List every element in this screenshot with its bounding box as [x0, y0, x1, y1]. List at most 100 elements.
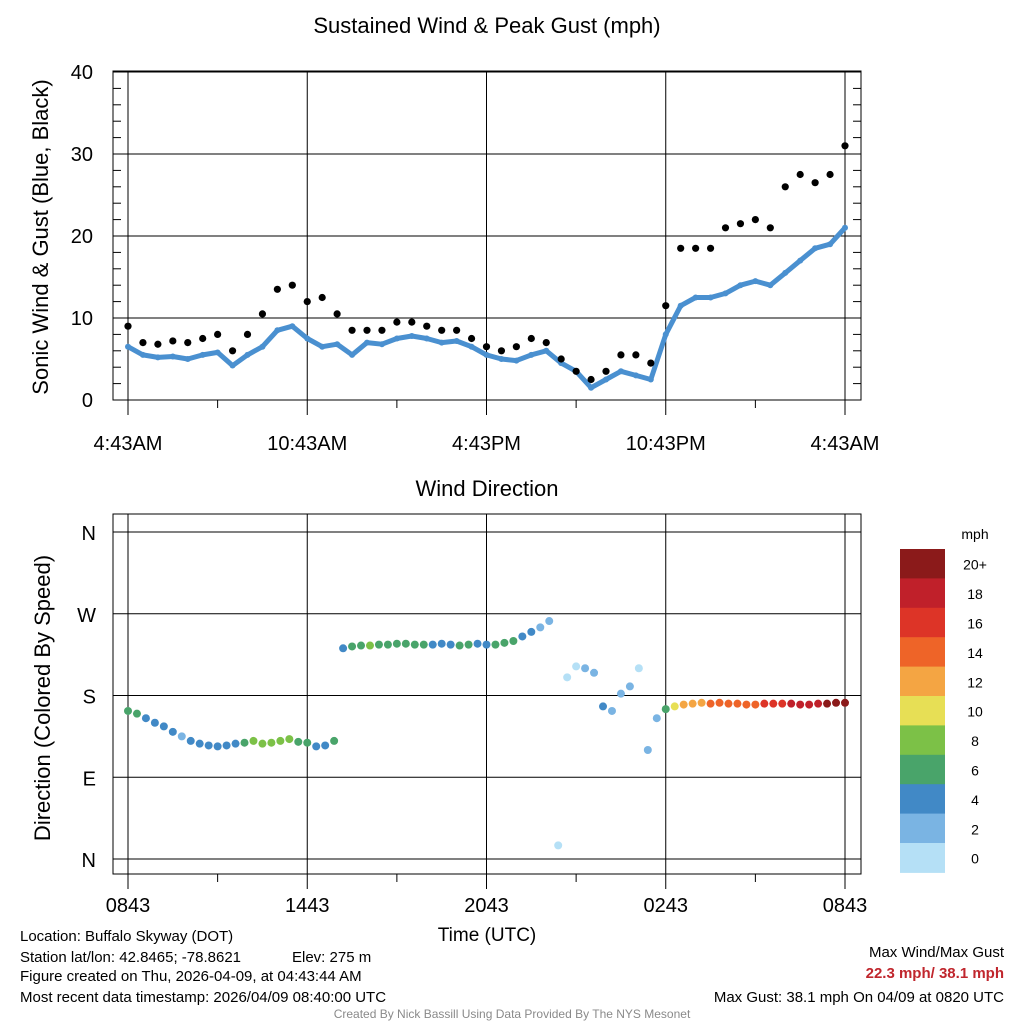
max-gust-time: Max Gust: 38.1 mph On 04/09 at 0820 UTC	[713, 989, 1004, 1006]
sustained-wind-point	[125, 343, 131, 350]
peak-gust-point	[527, 334, 535, 343]
colorbar-labels: 20+ 18 16 14 12 10 8 6 4 2 0	[963, 557, 987, 867]
peak-gust-point	[572, 367, 580, 375]
sustained-wind-point	[483, 351, 490, 358]
colorbar-label: 16	[967, 616, 983, 632]
direction-point	[204, 741, 213, 750]
direction-point	[796, 700, 805, 709]
peak-gust-point	[139, 339, 147, 347]
peak-gust-point	[781, 183, 789, 191]
peak-gust-point	[333, 310, 341, 318]
direction-point	[652, 714, 661, 723]
direction-point	[267, 738, 276, 747]
direction-point	[473, 639, 482, 648]
peak-gust-point	[662, 302, 670, 310]
sustained-wind-point	[349, 351, 356, 358]
direction-point	[518, 632, 527, 641]
peak-gust-point	[243, 330, 252, 338]
peak-gust-point	[453, 326, 461, 334]
peak-gust-point	[647, 359, 655, 367]
direction-point	[563, 673, 572, 682]
peak-gust-point	[393, 318, 401, 326]
colorbar-label: 10	[967, 704, 983, 720]
direction-point	[733, 699, 742, 708]
direction-point	[607, 706, 616, 715]
colorbar-swatch	[900, 578, 945, 609]
direction-point	[222, 741, 231, 750]
peak-gust-point	[512, 343, 520, 351]
sustained-wind-point	[423, 335, 430, 342]
peak-gust-point	[587, 375, 595, 384]
direction-point	[186, 736, 195, 745]
direction-point	[715, 698, 724, 707]
wind-gust-ytick-labels: 0 10 20 30 40	[71, 62, 93, 412]
peak-gust-point	[214, 330, 222, 338]
direction-point	[195, 739, 204, 748]
sustained-wind-point	[797, 257, 804, 264]
bottom-xtick-label: 1443	[285, 895, 330, 917]
wind-direction-grid	[113, 514, 861, 874]
sustained-wind-point	[692, 294, 699, 301]
colorbar-swatch	[900, 549, 945, 579]
peak-gust-point	[826, 170, 834, 179]
peak-gust-point	[378, 326, 386, 334]
sustained-wind-point	[588, 384, 595, 391]
direction-point	[679, 700, 688, 709]
direction-point	[285, 735, 294, 744]
sustained-wind-point	[214, 349, 221, 356]
top-xtick-label: 4:43AM	[811, 433, 880, 455]
peak-gust-point	[169, 337, 177, 345]
peak-gust-point	[706, 244, 715, 252]
direction-point	[634, 664, 643, 673]
sustained-wind-point	[154, 354, 161, 361]
peak-gust-point	[273, 285, 281, 293]
colorbar-label: 8	[971, 733, 979, 749]
wind-direction-ticks	[127, 874, 846, 889]
colorbar-swatch	[900, 637, 945, 668]
direction-point	[482, 640, 491, 649]
recent-timestamp: Most recent data timestamp: 2026/04/09 0…	[20, 989, 387, 1006]
direction-point	[760, 699, 769, 708]
wind-direction-xtick-labels: 0843 1443 2043 0243 0843	[106, 895, 868, 917]
colorbar-unit: mph	[961, 526, 988, 542]
peak-gust-point	[288, 281, 296, 289]
colorbar-swatch	[900, 725, 945, 756]
peak-gust-point	[303, 298, 311, 306]
direction-point	[276, 736, 285, 745]
peak-gust-point	[363, 326, 371, 334]
peak-gust-point	[497, 347, 506, 355]
direction-point	[742, 700, 751, 709]
sustained-wind-point	[647, 376, 654, 383]
peak-gust-point	[258, 310, 267, 318]
direction-point	[545, 617, 554, 626]
sustained-wind-point	[528, 351, 535, 358]
direction-point	[365, 641, 374, 650]
direction-point	[168, 727, 177, 736]
wind-gust-title: Sustained Wind & Peak Gust (mph)	[313, 13, 660, 38]
direction-point	[357, 641, 366, 650]
wind-direction-series	[124, 617, 849, 850]
colorbar-label: 12	[967, 674, 983, 690]
peak-gust-point	[736, 220, 745, 228]
direction-point	[419, 640, 428, 649]
sustained-wind-point	[603, 376, 609, 383]
direction-point	[500, 638, 509, 647]
direction-point	[428, 640, 437, 649]
sustained-wind-point	[184, 356, 191, 362]
station-elevation: Elev: 275 m	[292, 949, 372, 966]
direction-point	[751, 700, 760, 709]
direction-point	[464, 640, 473, 649]
peak-gust-point	[617, 351, 625, 359]
colorbar-swatch	[900, 754, 945, 785]
sustained-wind-point	[364, 339, 370, 346]
peak-gust-point	[557, 355, 565, 363]
wind-gust-frame	[112, 70, 862, 401]
peak-gust-point	[811, 179, 819, 187]
direction-point	[132, 709, 141, 718]
sustained-wind-point	[139, 351, 146, 358]
credit-footer: Created By Nick Bassill Using Data Provi…	[333, 1007, 691, 1021]
colorbar-label: 4	[971, 792, 979, 808]
sustained-wind-point	[707, 294, 714, 301]
direction-point	[581, 664, 590, 673]
